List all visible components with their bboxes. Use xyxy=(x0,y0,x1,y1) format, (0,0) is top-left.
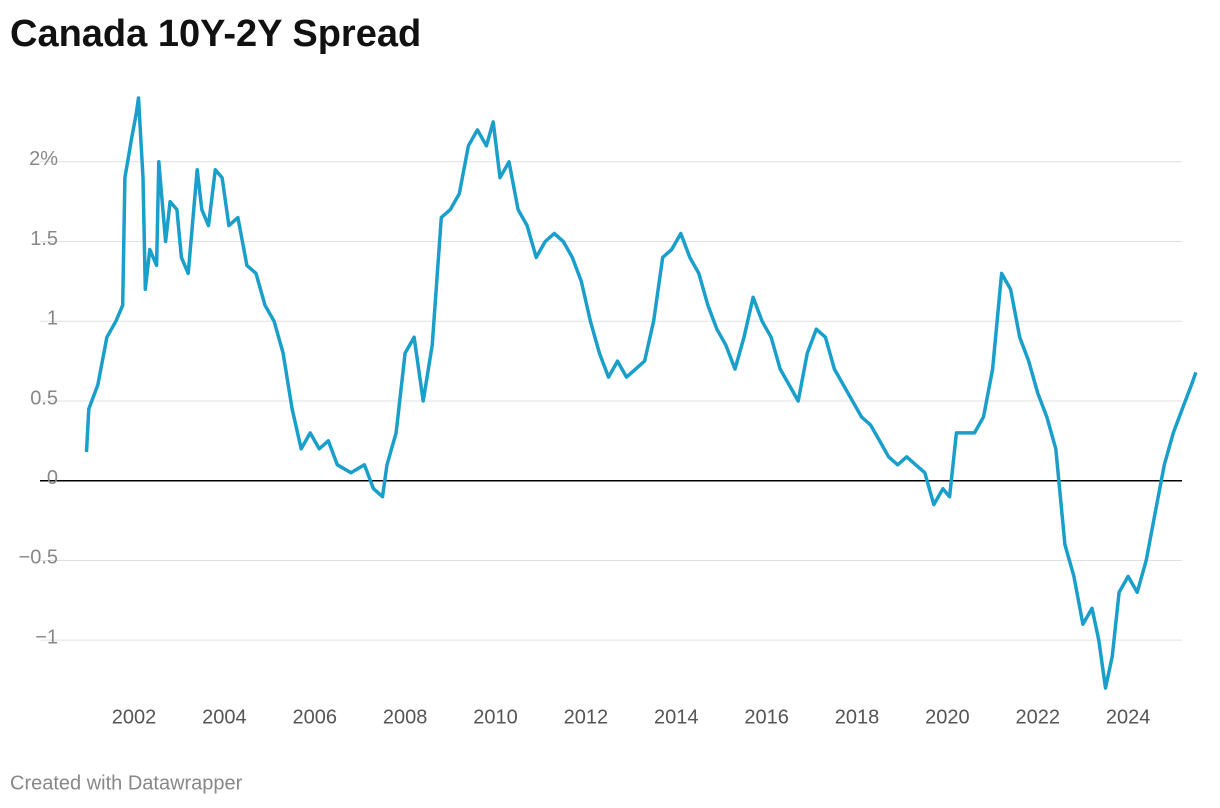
y-tick-label: −1 xyxy=(35,626,58,648)
x-tick-label: 2020 xyxy=(925,706,970,728)
y-tick-label: 0.5 xyxy=(30,387,58,409)
y-tick-label: 0 xyxy=(47,467,58,489)
x-tick-label: 2016 xyxy=(744,706,789,728)
x-tick-label: 2010 xyxy=(473,706,518,728)
x-tick-label: 2022 xyxy=(1015,706,1060,728)
x-tick-label: 2002 xyxy=(112,706,157,728)
data-line xyxy=(84,96,1198,690)
y-tick-label: 2% xyxy=(29,148,58,170)
x-tick-label: 2008 xyxy=(383,706,428,728)
x-tick-label: 2012 xyxy=(564,706,609,728)
x-tick-label: 2006 xyxy=(292,706,337,728)
x-tick-label: 2018 xyxy=(835,706,880,728)
y-tick-label: 1 xyxy=(47,308,58,330)
footer: Created with Datawrapper xyxy=(10,772,243,794)
x-tick-label: 2024 xyxy=(1106,706,1151,728)
y-tick-label: 1.5 xyxy=(30,228,58,250)
chart-title: Canada 10Y-2Y Spread xyxy=(10,13,421,55)
y-tick-label: −0.5 xyxy=(19,547,58,569)
x-tick-label: 2004 xyxy=(202,706,247,728)
x-tick-label: 2014 xyxy=(654,706,699,728)
